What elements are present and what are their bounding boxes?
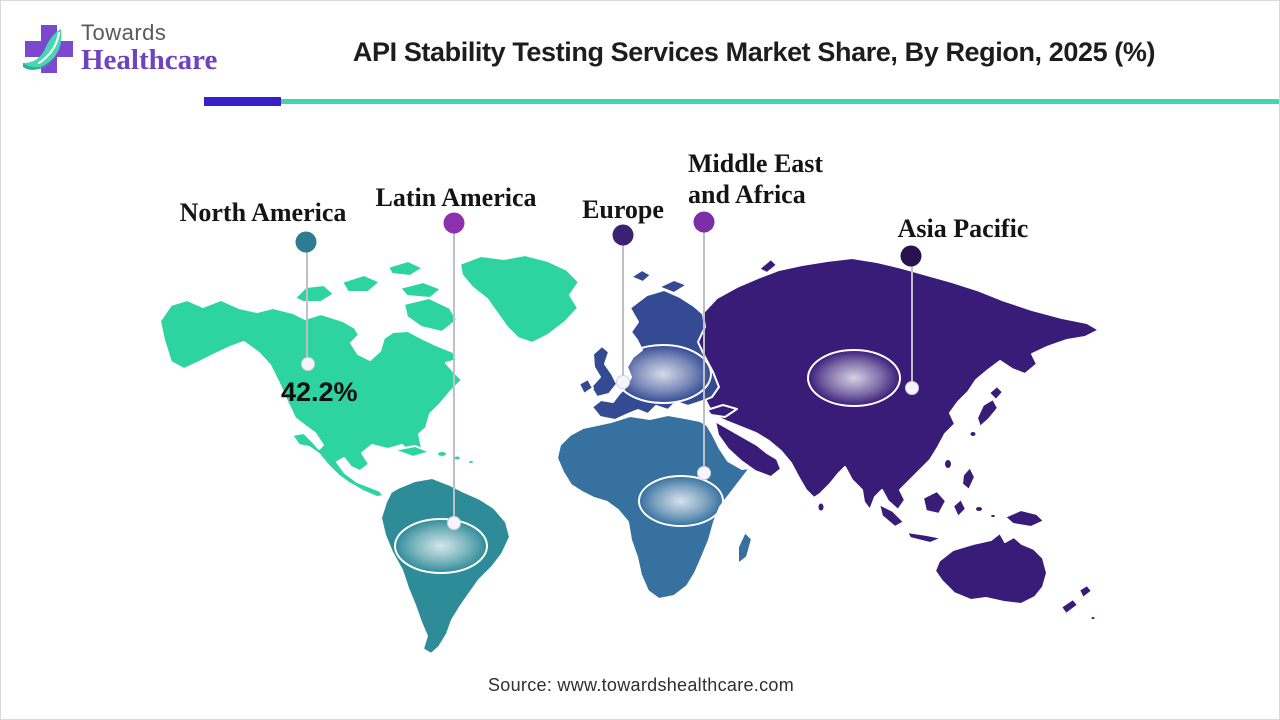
region-label-latin-america: Latin America (375, 183, 537, 212)
leader-line-latin-america (453, 233, 455, 523)
value-label-north-america: 42.2% (281, 377, 358, 407)
brand-name-towards: Towards (81, 20, 167, 45)
region-pin-latin-america (443, 212, 465, 234)
region-north-america (159, 254, 580, 498)
region-latin-america (380, 477, 511, 655)
region-pin-asia-pacific (900, 245, 922, 267)
leader-line-asia-pacific (911, 266, 913, 388)
logo-cross-leaf-icon (23, 25, 73, 73)
leader-end-asia-pacific (905, 381, 919, 395)
brand-logo: Towards Healthcare (15, 19, 245, 91)
brand-name-healthcare: Healthcare (81, 44, 218, 76)
region-asia-pacific (694, 257, 1100, 621)
region-pin-north-america (295, 231, 317, 253)
leader-line-middle-east-africa (703, 232, 705, 473)
leader-end-latin-america (447, 516, 461, 530)
region-pin-middle-east-africa (693, 211, 715, 233)
region-europe (578, 269, 720, 421)
region-label-europe: Europe (582, 195, 664, 224)
leader-end-middle-east-africa (697, 466, 711, 480)
source-text: Source: www.towardshealthcare.com (487, 675, 795, 695)
region-label-middle-east-africa: Middle East and Africa (688, 149, 824, 209)
region-label-asia-pacific: Asia Pacific (897, 214, 1029, 243)
leader-end-europe (616, 375, 630, 389)
leader-line-north-america (306, 252, 308, 364)
leader-end-north-america (301, 357, 315, 371)
divider-accent-bar (204, 97, 281, 106)
region-pin-europe (612, 224, 634, 246)
region-label-north-america: North America (179, 198, 347, 227)
page-title: API Stability Testing Services Market Sh… (352, 37, 1156, 67)
divider-line (281, 99, 1279, 104)
leader-line-europe (622, 245, 624, 382)
